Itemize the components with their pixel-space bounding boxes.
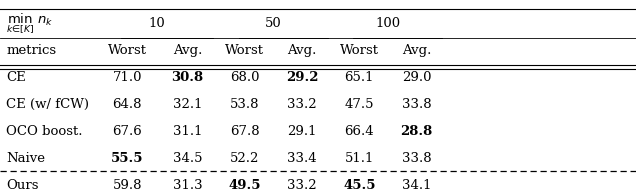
Text: Avg.: Avg. <box>287 44 317 57</box>
Text: 10: 10 <box>149 17 165 30</box>
Text: 33.2: 33.2 <box>287 98 317 111</box>
Text: 31.3: 31.3 <box>173 179 202 192</box>
Text: Worst: Worst <box>225 44 265 57</box>
Text: 33.4: 33.4 <box>287 152 317 165</box>
Text: 33.8: 33.8 <box>402 98 431 111</box>
Text: 59.8: 59.8 <box>113 179 142 192</box>
Text: 29.2: 29.2 <box>286 71 319 84</box>
Text: 66.4: 66.4 <box>345 125 374 138</box>
Text: 34.5: 34.5 <box>173 152 202 165</box>
Text: 30.8: 30.8 <box>172 71 204 84</box>
Text: 33.8: 33.8 <box>402 152 431 165</box>
Text: Avg.: Avg. <box>402 44 431 57</box>
Text: 51.1: 51.1 <box>345 152 374 165</box>
Text: 34.1: 34.1 <box>402 179 431 192</box>
Text: 53.8: 53.8 <box>230 98 259 111</box>
Text: Worst: Worst <box>340 44 379 57</box>
Text: 29.0: 29.0 <box>402 71 431 84</box>
Text: 67.6: 67.6 <box>113 125 142 138</box>
Text: $\min_{k\in[K]}\ n_k$: $\min_{k\in[K]}\ n_k$ <box>6 11 53 36</box>
Text: Ours: Ours <box>6 179 39 192</box>
Text: Avg.: Avg. <box>173 44 202 57</box>
Text: 32.1: 32.1 <box>173 98 202 111</box>
Text: metrics: metrics <box>6 44 57 57</box>
Text: OCO boost.: OCO boost. <box>6 125 83 138</box>
Text: 33.2: 33.2 <box>287 179 317 192</box>
Text: 55.5: 55.5 <box>111 152 144 165</box>
Text: 65.1: 65.1 <box>345 71 374 84</box>
Text: Worst: Worst <box>107 44 147 57</box>
Text: 45.5: 45.5 <box>343 179 376 192</box>
Text: Naive: Naive <box>6 152 45 165</box>
Text: CE (w/ fCW): CE (w/ fCW) <box>6 98 90 111</box>
Text: 31.1: 31.1 <box>173 125 202 138</box>
Text: 49.5: 49.5 <box>228 179 261 192</box>
Text: 50: 50 <box>265 17 282 30</box>
Text: CE: CE <box>6 71 26 84</box>
Text: 68.0: 68.0 <box>230 71 259 84</box>
Text: 29.1: 29.1 <box>287 125 317 138</box>
Text: 64.8: 64.8 <box>113 98 142 111</box>
Text: 71.0: 71.0 <box>113 71 142 84</box>
Text: 100: 100 <box>375 17 401 30</box>
Text: 28.8: 28.8 <box>401 125 432 138</box>
Text: 47.5: 47.5 <box>345 98 374 111</box>
Text: 67.8: 67.8 <box>230 125 259 138</box>
Text: 52.2: 52.2 <box>230 152 259 165</box>
